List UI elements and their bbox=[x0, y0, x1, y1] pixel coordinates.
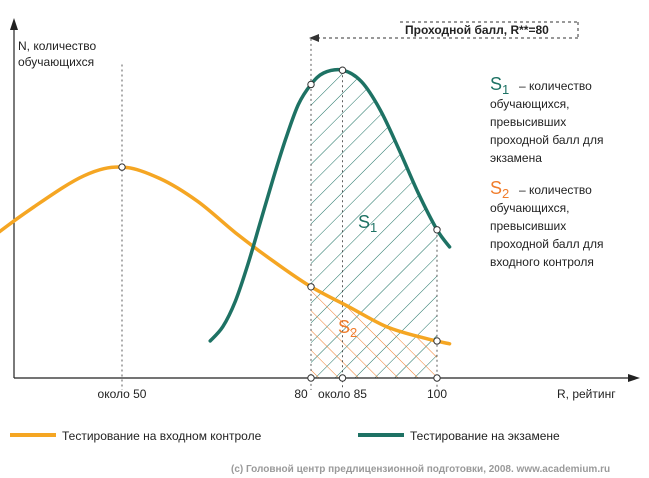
note-s2: S2 – количество обучающихся, превысивших… bbox=[490, 178, 603, 269]
note-s1-symbol: S1 bbox=[490, 74, 509, 97]
legend-label-entrance: Тестирование на входном контроле bbox=[62, 429, 262, 443]
x-tick-label: 100 bbox=[427, 387, 447, 401]
y-axis-label-line: N, количество bbox=[18, 39, 96, 53]
note-s2-line: проходной балл для bbox=[490, 237, 603, 251]
note-s2-line: – количество bbox=[519, 183, 592, 197]
note-s2-sub: 2 bbox=[502, 186, 509, 201]
area-s2-label: S2 bbox=[338, 317, 357, 340]
points bbox=[118, 66, 441, 382]
data-point bbox=[338, 66, 347, 74]
note-s1-letter: S bbox=[490, 74, 502, 94]
copyright: (c) Головной центр предлицензионной подг… bbox=[231, 464, 610, 475]
y-axis bbox=[10, 18, 18, 378]
area-s1-label: S1 bbox=[358, 212, 377, 235]
note-s1-line: обучающихся, bbox=[490, 97, 569, 111]
data-point bbox=[433, 337, 441, 345]
passing-score-label: Проходной балл, R**=80 bbox=[405, 23, 549, 37]
x-tick-label: 80 bbox=[294, 387, 308, 401]
note-s2-line: превысивших bbox=[490, 219, 566, 233]
y-axis-label-line: обучающихся bbox=[18, 55, 94, 69]
x-ticks: около 50 80 около 85 100 bbox=[98, 387, 448, 401]
data-point bbox=[338, 374, 347, 382]
series-line-entrance bbox=[0, 165, 452, 346]
note-s2-letter: S bbox=[490, 178, 502, 198]
legend-label-exam: Тестирование на экзамене bbox=[410, 429, 560, 443]
note-s1-line: – количество bbox=[519, 79, 592, 93]
note-s1: S1 – количество обучающихся, превысивших… bbox=[490, 74, 603, 165]
area-s1-sub: 1 bbox=[370, 220, 377, 235]
data-point bbox=[433, 226, 441, 234]
x-axis bbox=[14, 374, 640, 382]
legend: Тестирование на входном контроле Тестиро… bbox=[10, 429, 560, 443]
note-s1-line: проходной балл для bbox=[490, 133, 603, 147]
note-s2-line: обучающихся, bbox=[490, 201, 569, 215]
area-s1-letter: S bbox=[358, 212, 370, 232]
data-point bbox=[307, 374, 315, 382]
x-axis-label: R, рейтинг bbox=[557, 387, 616, 401]
passing-score-marker: Проходной балл, R**=80 bbox=[309, 21, 579, 42]
x-tick-label: около 85 bbox=[318, 387, 367, 401]
data-point bbox=[118, 163, 126, 171]
guide-lines bbox=[121, 38, 438, 390]
note-s2-line: входного контроля bbox=[490, 255, 594, 269]
note-s2-symbol: S2 bbox=[490, 178, 509, 201]
x-tick-label: около 50 bbox=[98, 387, 147, 401]
data-point bbox=[433, 374, 441, 382]
note-s1-line: экзамена bbox=[490, 151, 542, 165]
data-point bbox=[307, 80, 315, 89]
area-s2-letter: S bbox=[338, 317, 350, 337]
data-point bbox=[307, 283, 315, 291]
note-s1-sub: 1 bbox=[502, 82, 509, 97]
note-s1-line: превысивших bbox=[490, 115, 566, 129]
area-s2-sub: 2 bbox=[350, 325, 357, 340]
y-axis-label: N, количество обучающихся bbox=[18, 39, 100, 69]
